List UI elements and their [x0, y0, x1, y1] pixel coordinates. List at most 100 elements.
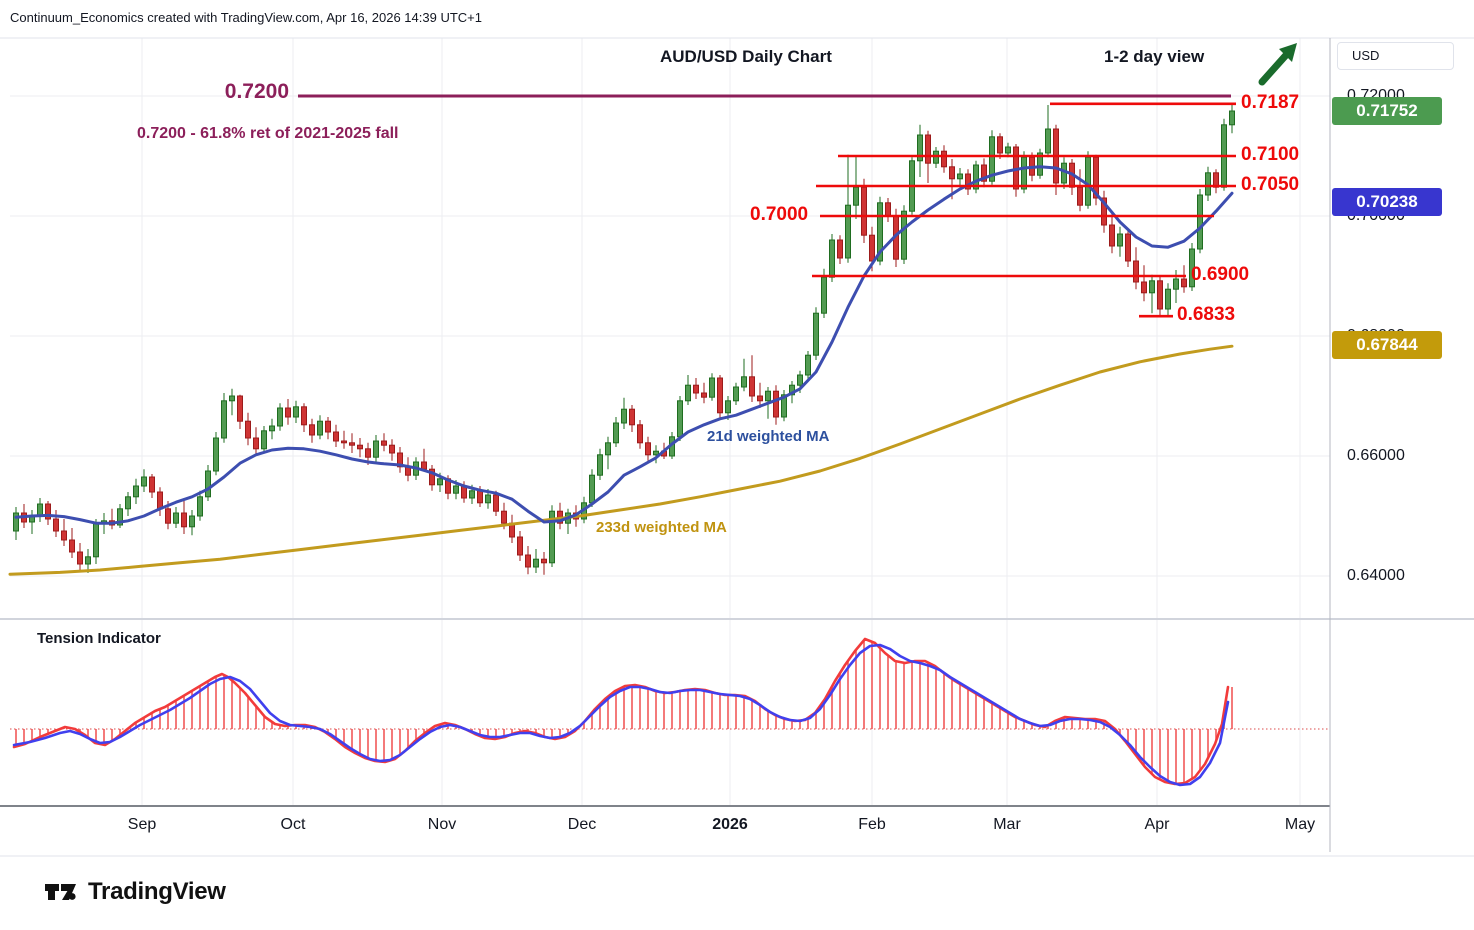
candle-body: [629, 408, 635, 426]
candle-body: [365, 448, 371, 458]
candle-body: [901, 210, 907, 260]
candle-body: [61, 530, 67, 541]
candle-body: [541, 558, 547, 564]
tension-indicator-label: Tension Indicator: [37, 630, 161, 647]
candle-body: [637, 424, 643, 444]
ma-233d-label: 233d weighted MA: [596, 519, 727, 536]
level-label-0.7100: 0.7100: [1241, 144, 1300, 165]
candle-body: [301, 406, 307, 426]
candle-body: [1021, 156, 1027, 190]
chart-title: AUD/USD Daily Chart: [660, 47, 832, 66]
candle-body: [853, 186, 859, 206]
tension-blue-line: [12, 643, 1230, 787]
month-label-2026: 2026: [712, 816, 748, 833]
month-label-May: May: [1284, 816, 1316, 833]
candle-body: [533, 558, 539, 568]
candle-body: [829, 239, 835, 278]
candle-body: [949, 166, 955, 180]
candle-body: [989, 136, 995, 182]
candle-body: [1109, 224, 1115, 247]
candle-body: [349, 442, 355, 446]
candle-body: [453, 485, 459, 494]
candle-body: [741, 376, 747, 388]
candle-body: [781, 394, 787, 418]
candle-body: [325, 420, 331, 433]
candle-body: [917, 134, 923, 162]
month-label-Sep: Sep: [127, 816, 157, 833]
candle-body: [845, 204, 851, 259]
candle-body: [677, 400, 683, 438]
view-horizon-label: 1-2 day view: [1104, 47, 1205, 66]
candle-body: [1189, 248, 1195, 288]
candle-body: [797, 374, 803, 386]
candle-body: [645, 442, 651, 456]
price-tick-0.66000: 0.66000: [1347, 447, 1405, 464]
candle-body: [877, 202, 883, 262]
ma-21d-label: 21d weighted MA: [707, 428, 830, 445]
candle-body: [1077, 186, 1083, 206]
candle-body: [501, 510, 507, 524]
level-label-0.7050: 0.7050: [1241, 174, 1300, 195]
candle-body: [605, 442, 611, 456]
candle-body: [813, 312, 819, 356]
month-label-Feb: Feb: [858, 816, 886, 833]
candle-body: [141, 476, 147, 487]
candle-body: [773, 390, 779, 418]
candle-body: [1005, 146, 1011, 154]
month-label-Dec: Dec: [567, 816, 597, 833]
candle-body: [205, 470, 211, 498]
candle-body: [925, 134, 931, 164]
fib-level-label: 0.7200: [224, 80, 289, 103]
candle-body: [973, 164, 979, 190]
candle-body: [517, 536, 523, 556]
candle-body: [701, 392, 707, 398]
candle-body: [885, 202, 891, 217]
candle-body: [941, 150, 947, 168]
candle-body: [93, 522, 99, 558]
candle-body: [293, 406, 299, 418]
up-arrow-icon: [1258, 50, 1291, 86]
candle-body: [125, 496, 131, 510]
candle-body: [821, 276, 827, 314]
month-label-Mar: Mar: [993, 816, 1021, 833]
level-label-0.7187: 0.7187: [1241, 91, 1300, 113]
price-badge-last-price: 0.71752: [1332, 96, 1442, 125]
candle-body: [397, 452, 403, 468]
candle-body: [429, 468, 435, 486]
candle-body: [117, 508, 123, 526]
month-label-Nov: Nov: [427, 816, 457, 833]
candle-body: [1173, 278, 1179, 290]
price-badge-countdown-price: 0.70238: [1332, 187, 1442, 216]
price-badge-ma-price: 0.67844: [1332, 331, 1442, 360]
candle-body: [85, 556, 91, 565]
candle-body: [981, 164, 987, 182]
candle-body: [149, 476, 155, 493]
candle-body: [13, 512, 19, 532]
candle-body: [373, 440, 379, 458]
level-label-0.7000: 0.7000: [750, 204, 809, 225]
ma-233d-line: [8, 344, 1234, 576]
candle-body: [1197, 194, 1203, 250]
candle-body: [965, 173, 971, 190]
tension-red-line: [12, 637, 1230, 786]
candle-body: [861, 186, 867, 236]
level-label-0.6900: 0.6900: [1191, 264, 1250, 285]
candle-body: [957, 173, 963, 180]
candle-body: [189, 515, 195, 528]
candle-body: [53, 518, 59, 532]
candle-body: [357, 444, 363, 450]
candle-body: [277, 407, 283, 427]
candle-body: [285, 407, 291, 418]
tradingview-branding[interactable]: TradingView: [44, 878, 226, 906]
month-label-Oct: Oct: [280, 816, 306, 833]
candle-body: [437, 478, 443, 486]
candle-body: [493, 494, 499, 512]
currency-unit-button[interactable]: USD: [1337, 42, 1454, 70]
candle-body: [69, 539, 75, 553]
level-label-0.6833: 0.6833: [1177, 304, 1236, 326]
candle-body: [213, 437, 219, 472]
candle-body: [389, 444, 395, 454]
month-label-Apr: Apr: [1144, 816, 1170, 833]
candle-body: [45, 503, 51, 520]
